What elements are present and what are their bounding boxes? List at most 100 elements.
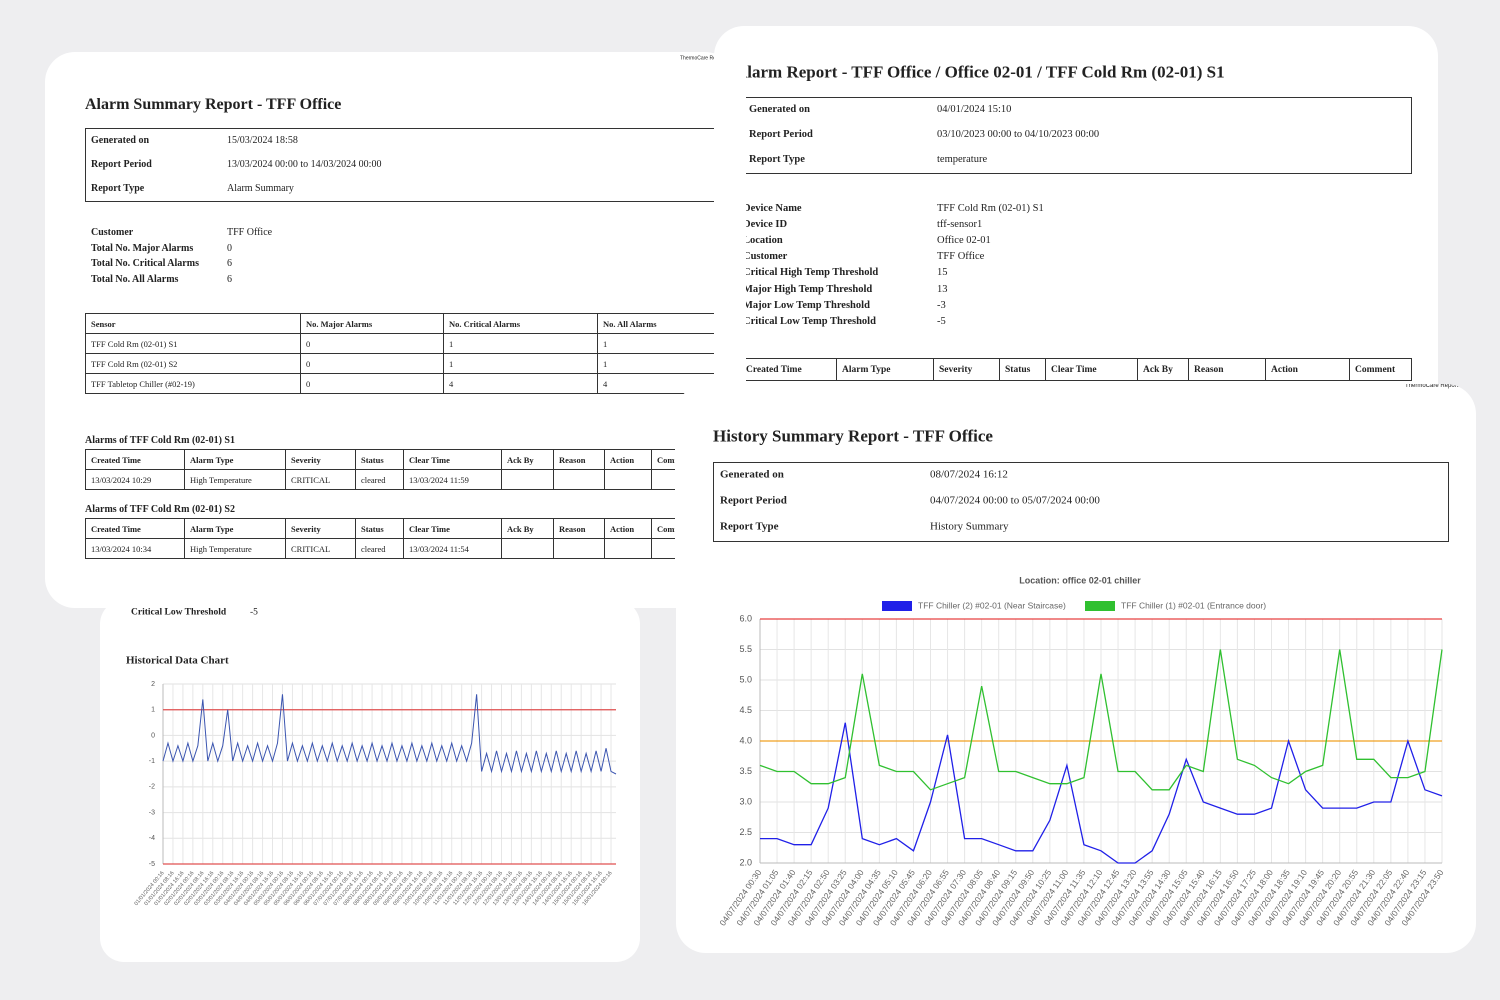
table-cell: TFF Cold Rm (02-01) S1 [85, 333, 301, 354]
field-label: Location [746, 234, 783, 246]
column-header: Alarm Type [836, 358, 934, 381]
meta-box [713, 462, 1449, 542]
chart: 2.02.53.03.54.04.55.05.56.004/07/2024 00… [717, 575, 1445, 927]
table-cell: CRITICAL [285, 538, 356, 559]
field-label: Major Low Temp Threshold [746, 299, 870, 311]
series-line [162, 694, 617, 775]
y-tick-label: 2.5 [739, 827, 752, 837]
meta-box [85, 128, 717, 202]
table-cell: 13/03/2024 11:54 [403, 538, 502, 559]
field-value: -3 [937, 299, 946, 311]
column-header: Sensor [85, 313, 301, 334]
table-cell: 0 [300, 333, 444, 354]
meta-box [746, 97, 1412, 174]
meta-label: Report Period [749, 128, 813, 140]
column-header: Comment [651, 518, 675, 539]
table-cell [651, 469, 675, 490]
meta-label: Generated on [91, 135, 150, 146]
table-row: TFF Cold Rm (02-01) S1 0 1 1 [85, 333, 718, 354]
y-tick-label: -4 [149, 835, 155, 842]
report-title: History Summary Report - TFF Office [713, 426, 993, 446]
series-line [760, 722, 1443, 864]
series-line [759, 649, 1443, 791]
table: Created Time Alarm Type Severity Status Clea… [746, 358, 1412, 381]
meta-value: 13/03/2024 00:00 to 14/03/2024 00:00 [227, 159, 382, 170]
field-value: 0 [227, 243, 232, 254]
field-label: Total No. All Alarms [91, 274, 179, 285]
historical-card: Critical Low Threshold -5 Historical Data … [100, 600, 640, 962]
field-value: -5 [937, 315, 946, 327]
alarm-report-card: Alarm Report - TFF Office / Office 02-01… [714, 26, 1438, 416]
column-header: Action [1265, 358, 1350, 381]
field-value: TFF Office [227, 227, 273, 238]
y-tick-label: -2 [149, 784, 155, 791]
history-summary-card: ThermoCare Report History Summary Report … [676, 384, 1476, 953]
column-header: No. All Alarms [597, 313, 718, 334]
header-row: Sensor No. Major Alarms No. Critical Alarm… [85, 313, 718, 334]
meta-value: Alarm Summary [227, 183, 294, 194]
table-cell [501, 538, 554, 559]
table-cell: 13/03/2024 10:29 [85, 469, 185, 490]
table: Sensor No. Major Alarms No. Critical Alarm… [85, 313, 718, 394]
field-value: 15 [937, 266, 948, 278]
meta-label: Report Type [749, 153, 805, 165]
table-cell [553, 469, 605, 490]
field-label: Customer [746, 250, 788, 262]
column-header: Created Time [85, 518, 185, 539]
table-row: 13/03/2024 10:29 High Temperature CRITICAL… [85, 469, 675, 490]
column-header: Created Time [85, 449, 185, 470]
meta-value: 08/07/2024 16:12 [930, 468, 1008, 481]
meta-value: temperature [937, 153, 988, 165]
column-header: Ack By [1137, 358, 1189, 381]
column-header: Comment [651, 449, 675, 470]
column-header: Ack By [501, 449, 554, 470]
table-cell: TFF Cold Rm (02-01) S2 [85, 353, 301, 374]
column-header: Alarm Type [184, 518, 286, 539]
table: Created Time Alarm Type Severity Status Clea… [85, 449, 675, 490]
meta-label: Report Period [720, 494, 787, 507]
meta-label: Report Type [720, 520, 779, 533]
table-cell: 1 [597, 353, 718, 374]
y-tick-label: 4.5 [739, 705, 752, 715]
table-cell: 4 [443, 373, 598, 394]
y-tick-label: -5 [149, 861, 155, 868]
section-title: Alarms of TFF Cold Rm (02-01) S2 [85, 504, 235, 515]
chart-title: Historical Data Chart [126, 654, 229, 667]
meta-value: History Summary [930, 520, 1009, 533]
field-value: TFF Office [937, 250, 985, 262]
column-header: Alarm Type [184, 449, 286, 470]
y-tick-label: 6.0 [739, 613, 752, 623]
field-value: 6 [227, 274, 232, 285]
field-label: Major High Temp Threshold [746, 283, 873, 295]
meta-value: 04/01/2024 15:10 [937, 103, 1012, 115]
column-header: Action [604, 518, 652, 539]
table-cell: 0 [300, 353, 444, 374]
column-header: Action [604, 449, 652, 470]
y-tick-label: 0 [151, 732, 155, 739]
brand: ThermoCare Report [1405, 384, 1459, 389]
legend-label: TFF Chiller (1) #02-01 (Entrance door) [1121, 600, 1266, 610]
field-value: 13 [937, 283, 948, 295]
section-title: Alarms of TFF Cold Rm (02-01) S1 [85, 435, 235, 446]
report-clip: Alarm Report - TFF Office / Office 02-01… [746, 26, 1438, 416]
alarm-summary-card: ThermoCare Report Alarm Summary Report - … [45, 52, 735, 608]
table-row: TFF Tabletop Chiller (#02-19) 0 4 4 [85, 373, 718, 394]
column-header: Reason [553, 518, 605, 539]
table-cell: TFF Tabletop Chiller (#02-19) [85, 373, 301, 394]
y-tick-label: 5.5 [739, 644, 752, 654]
field-label: Critical High Temp Threshold [746, 266, 879, 278]
meta-label: Generated on [749, 103, 810, 115]
table: Created Time Alarm Type Severity Status Clea… [85, 518, 675, 559]
table-wrap: Created Time Alarm Type Severity Status Clea… [746, 358, 1438, 381]
meta-value: 03/10/2023 00:00 to 04/10/2023 00:00 [937, 128, 1100, 140]
meta-value: 15/03/2024 18:58 [227, 135, 298, 146]
field-value: 6 [227, 258, 232, 269]
field-value: tff-sensor1 [937, 218, 983, 230]
legend-swatch [1085, 601, 1115, 611]
field-value: Office 02-01 [937, 234, 991, 246]
table-cell: cleared [355, 469, 404, 490]
table-wrap: Sensor No. Major Alarms No. Critical Alarm… [85, 313, 725, 394]
table-wrap: Created Time Alarm Type Severity Status Clea… [85, 449, 675, 490]
field-value: -5 [250, 607, 258, 618]
